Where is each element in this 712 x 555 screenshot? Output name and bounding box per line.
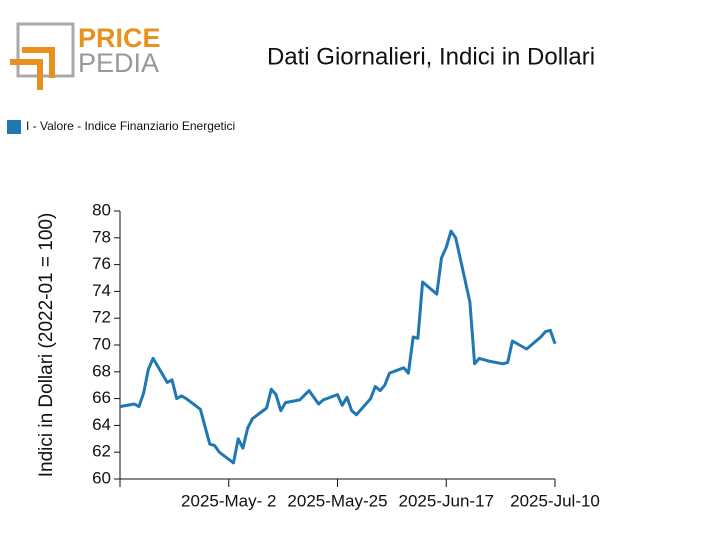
line xyxy=(119,229,557,465)
y-tick-label: 64 xyxy=(92,415,111,434)
logo-frame xyxy=(16,22,75,78)
y-tick-label: 72 xyxy=(92,308,111,327)
y-tick-label: 74 xyxy=(92,281,111,300)
legend-label: I - Valore - Indice Finanziario Energeti… xyxy=(26,119,235,133)
legend-swatch xyxy=(7,120,21,134)
chart-title: Dati Giornalieri, Indici in Dollari xyxy=(267,43,595,70)
logo: PRICE PEDIA xyxy=(10,22,161,90)
y-axis-label: Indici in Dollari (2022-01 = 100) xyxy=(36,213,57,478)
logo-mark xyxy=(10,47,55,90)
x-tick-label: 2025-Jun-17 xyxy=(399,491,494,510)
x-tick-label: 2025-Jul-10 xyxy=(510,491,600,510)
logo-text: PEDIA xyxy=(78,48,159,78)
y-tick-label: 60 xyxy=(92,468,111,487)
y-tick-label: 66 xyxy=(92,388,111,407)
y-tick-label: 80 xyxy=(92,200,111,219)
y-tick-label: 76 xyxy=(92,254,111,273)
x-tick-label: 2025-May-25 xyxy=(287,491,387,510)
y-tick-label: 62 xyxy=(92,442,111,461)
y-tick-label: 70 xyxy=(92,334,111,353)
y-tick-label: 68 xyxy=(92,361,111,380)
logo-text: PRICE xyxy=(78,23,161,53)
y-tick-label: 78 xyxy=(92,227,111,246)
x-tick-label: 2025-May- 2 xyxy=(181,491,276,510)
